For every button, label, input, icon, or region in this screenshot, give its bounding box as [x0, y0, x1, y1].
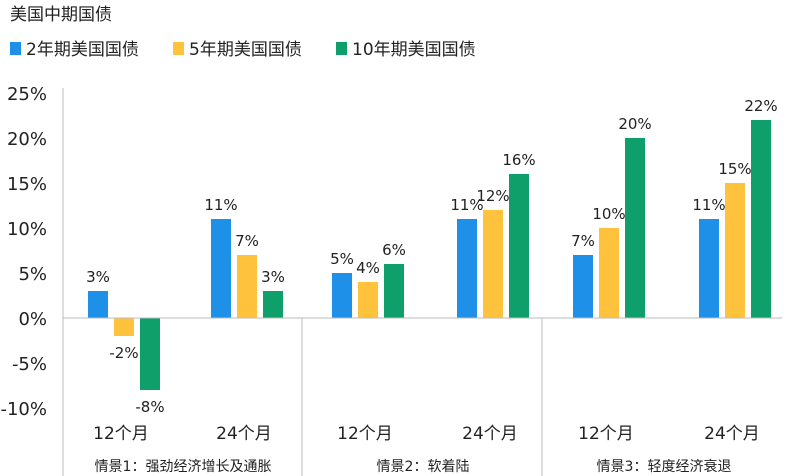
data-label: 22% — [744, 97, 777, 115]
category-label: 24个月 — [704, 424, 760, 444]
bar-series-2-cat-2 — [237, 255, 257, 318]
y-tick-label: 20% — [7, 129, 47, 150]
data-label: 4% — [356, 259, 380, 277]
bar-series-2-cat-5 — [599, 228, 619, 318]
data-label: -2% — [109, 344, 138, 362]
bar-series-2-cat-6 — [725, 183, 745, 318]
data-label: 20% — [618, 115, 651, 133]
bar-series-2-cat-1 — [114, 318, 134, 336]
legend: 2年期美国国债 5年期美国国债 10年期美国国债 — [10, 40, 476, 60]
data-label: 3% — [86, 268, 110, 286]
bar-series-3-cat-6 — [751, 120, 771, 318]
category-label: 24个月 — [462, 424, 518, 444]
data-label: 11% — [450, 196, 483, 214]
data-label: 6% — [382, 241, 406, 259]
bar-series-1-cat-3 — [332, 273, 352, 318]
legend-swatch-2 — [173, 42, 184, 55]
category-label: 24个月 — [216, 424, 272, 444]
y-tick-label: 5% — [18, 264, 47, 285]
y-tick-label: -5% — [12, 354, 47, 375]
data-label: 3% — [261, 268, 285, 286]
y-tick-label: -10% — [0, 399, 47, 420]
data-label: 7% — [571, 232, 595, 250]
y-tick-label: 10% — [7, 219, 47, 240]
data-label: 7% — [235, 232, 259, 250]
data-label: 11% — [692, 196, 725, 214]
y-tick-label: 0% — [18, 309, 47, 330]
data-label: 11% — [204, 196, 237, 214]
data-label: 16% — [502, 151, 535, 169]
data-label: 15% — [718, 160, 751, 178]
bar-series-3-cat-5 — [625, 138, 645, 318]
data-label: -8% — [135, 398, 164, 416]
bar-series-3-cat-3 — [384, 264, 404, 318]
bar-series-1-cat-6 — [699, 219, 719, 318]
bar-series-2-cat-4 — [483, 210, 503, 318]
data-label: 10% — [592, 205, 625, 223]
y-tick-label: 15% — [7, 174, 47, 195]
bar-series-3-cat-2 — [263, 291, 283, 318]
bar-series-3-cat-1 — [140, 318, 160, 390]
bars: 3% 11% 5% 11% 7% 11% -2% 7% 4% 12% 10% 15% -8% 3% 6% 16… — [86, 97, 778, 416]
bar-series-1-cat-5 — [573, 255, 593, 318]
legend-swatch-3 — [336, 42, 347, 55]
legend-label-1: 2年期美国国债 — [26, 40, 139, 60]
group-label: 情景3：轻度经济衰退 — [597, 458, 732, 475]
y-axis: 25% 20% 15% 10% 5% 0% -5% -10% — [0, 84, 64, 476]
data-label: 5% — [330, 250, 354, 268]
group-label: 情景1：强劲经济增长及通胀 — [95, 459, 272, 475]
category-label: 12个月 — [93, 424, 149, 444]
legend-swatch-1 — [10, 42, 21, 55]
chart-title: 美国中期国债 — [10, 5, 112, 25]
bar-series-1-cat-1 — [88, 291, 108, 318]
group-label: 情景2：软着陆 — [377, 459, 470, 475]
bar-series-1-cat-4 — [457, 219, 477, 318]
category-label: 12个月 — [337, 424, 393, 444]
legend-label-3: 10年期美国国债 — [352, 40, 476, 60]
bar-series-3-cat-4 — [509, 174, 529, 318]
bar-series-2-cat-3 — [358, 282, 378, 318]
category-label: 12个月 — [578, 424, 634, 444]
legend-label-2: 5年期美国国债 — [189, 40, 302, 60]
y-tick-label: 25% — [7, 84, 47, 105]
bar-series-1-cat-2 — [211, 219, 231, 318]
data-label: 12% — [476, 187, 509, 205]
